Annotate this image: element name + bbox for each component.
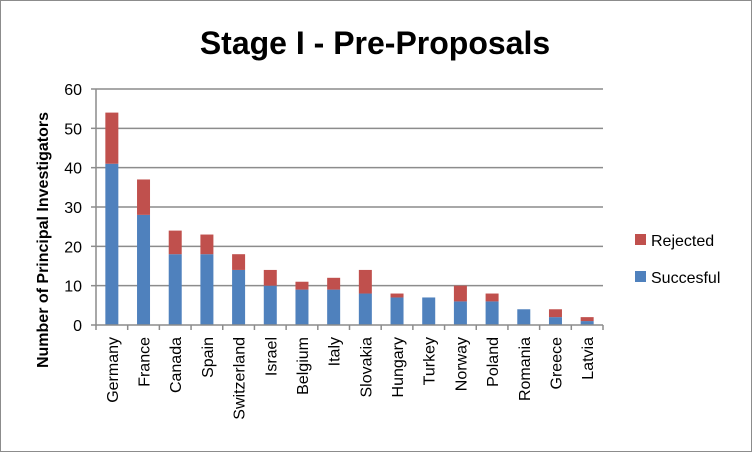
bar-succesful-switzerland: [232, 269, 246, 325]
chart-title: Stage I - Pre-Proposals: [200, 25, 550, 61]
bar-rejected-switzerland: [232, 254, 246, 270]
bar-rejected-poland: [485, 293, 499, 302]
bar-rejected-germany: [105, 112, 119, 164]
legend-label-succesful: Succesful: [651, 270, 720, 287]
x-tick-label: France: [137, 337, 154, 387]
bar-succesful-greece: [548, 317, 562, 325]
axes: [91, 88, 604, 330]
y-tick-label: 0: [73, 318, 82, 335]
x-tick-label: Germany: [105, 337, 122, 403]
bar-succesful-turkey: [422, 297, 436, 325]
bar-rejected-france: [137, 179, 151, 215]
legend-swatch-rejected: [635, 234, 646, 245]
bar-succesful-israel: [263, 285, 277, 325]
bar-succesful-hungary: [390, 297, 404, 325]
x-tick-label: Switzerland: [232, 337, 249, 420]
legend-swatch-succesful: [635, 271, 646, 282]
x-tick-label: Israel: [263, 337, 280, 376]
bar-succesful-romania: [517, 309, 531, 325]
y-tick-label: 20: [64, 239, 82, 256]
bar-succesful-france: [137, 214, 151, 325]
bar-rejected-spain: [200, 234, 214, 255]
bar-succesful-norway: [453, 301, 467, 325]
y-axis-label: Number of Principal Investigators: [35, 112, 52, 368]
y-tick-label: 60: [64, 82, 82, 99]
x-tick-label: Hungary: [390, 337, 407, 397]
bar-succesful-italy: [327, 289, 341, 325]
bar-rejected-norway: [453, 285, 467, 302]
x-tick-label: Romania: [517, 337, 534, 401]
bar-succesful-slovakia: [358, 293, 372, 325]
bar-rejected-italy: [327, 277, 341, 290]
x-tick-label: Greece: [548, 337, 565, 390]
x-tick-label: Poland: [485, 337, 502, 387]
x-tick-label: Canada: [168, 337, 185, 393]
legend: Rejected Succesful: [635, 233, 720, 287]
x-tick-label: Turkey: [422, 337, 439, 385]
y-tick-labels: 0 10 20 30 40 50 60: [64, 82, 82, 335]
bar-succesful-latvia: [580, 321, 594, 325]
bar-rejected-israel: [263, 269, 277, 286]
bar-succesful-belgium: [295, 289, 309, 325]
x-tick-label: Slovakia: [358, 337, 375, 398]
y-tick-label: 10: [64, 279, 82, 296]
x-tick-label: Italy: [327, 337, 344, 366]
legend-label-rejected: Rejected: [651, 233, 714, 250]
y-tick-label: 40: [64, 161, 82, 178]
bar-rejected-greece: [548, 309, 562, 318]
bar-rejected-latvia: [580, 317, 594, 322]
bar-succesful-germany: [105, 163, 119, 325]
y-tick-label: 30: [64, 200, 82, 217]
bar-succesful-spain: [200, 254, 214, 325]
bar-rejected-slovakia: [358, 269, 372, 294]
bar-succesful-canada: [168, 254, 182, 325]
x-tick-label: Norway: [453, 337, 470, 391]
x-tick-label: Belgium: [295, 337, 312, 395]
bar-rejected-canada: [168, 230, 182, 255]
y-tick-label: 50: [64, 121, 82, 138]
x-tick-label: Latvia: [580, 337, 597, 380]
bar-rejected-hungary: [390, 293, 404, 298]
x-tick-label: Spain: [200, 337, 217, 378]
bar-rejected-belgium: [295, 281, 309, 290]
bar-succesful-poland: [485, 301, 499, 325]
x-tick-labels: Germany France Canada Spain Switzerland Israe…: [105, 337, 597, 420]
bars: [105, 112, 594, 325]
